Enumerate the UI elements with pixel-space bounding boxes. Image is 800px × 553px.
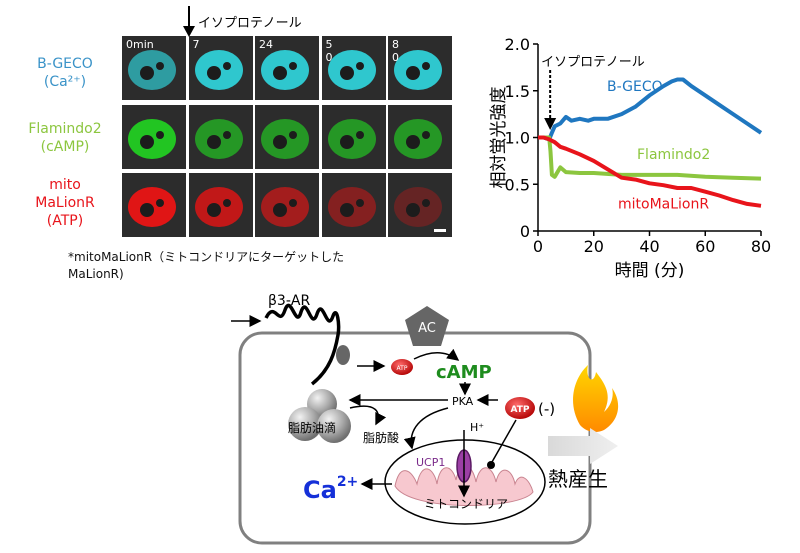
ac-pentagon [405,306,449,346]
x-tick-label: 60 [695,237,715,256]
micrograph-tile: 0min [122,36,186,100]
ucp1-label: UCP1 [416,456,445,469]
mechanism-diagram: β3-AR AC ATP cAMP PKA 脂肪油滴 脂肪酸 ミトコンドリア U… [231,293,619,545]
micrograph-tile [388,105,452,169]
atp-mito-label: ATP [510,405,529,415]
timepoint-label: 5 0 [325,38,333,64]
x-tick-label: 80 [751,237,771,256]
fatty-acid-label: 脂肪酸 [363,430,399,445]
micrograph-grid: 0min 7 24 5 0 8 0 [122,36,452,242]
x-tick-label: 20 [584,237,604,256]
y-tick-label: 1.0 [505,129,530,148]
micrograph-tile: 7 [188,36,253,100]
annotation-label: イソプロテノール [541,55,645,70]
beta3-receptor-icon [231,303,350,386]
ca-label: Ca2+ [303,474,358,504]
fat-droplet-label: 脂肪油滴 [288,420,336,435]
atp-mito [505,397,535,419]
footnote: *mitoMaLionR（ミトコンドリアにターゲットした MaLionR) [68,250,345,281]
timepoint-label: 0min [126,38,154,51]
micrograph-tile [321,105,386,169]
series-line-1 [538,135,762,181]
x-tick-label: 0 [533,237,543,256]
fat-droplet-icon [288,389,351,443]
micrograph-tile [188,173,253,237]
micrograph-tile [188,105,253,169]
receptor-label: β3-AR [268,293,310,309]
heat-arrow [548,428,618,464]
series-label: mitoMaLionR [618,197,709,213]
series-line-0 [538,77,763,142]
x-tick-label: 40 [639,237,659,256]
mitochondria-label: ミトコンドリア [424,497,508,511]
series-label: Flamindo2 [637,147,710,163]
down-arrow-icon [183,6,195,37]
heat-label: 熱産生 [548,467,608,491]
y-tick-label: 1.5 [505,82,530,101]
micrograph-tile [122,105,186,169]
micrograph-tile [255,173,319,237]
micrograph-tile [255,105,319,169]
scale-bar [434,229,446,232]
timepoint-label: 7 [192,38,200,51]
atp-small-label: ATP [397,365,408,372]
isoproterenol-label: イソプロテノール [198,16,302,31]
micrograph-tile [122,173,186,237]
series-line-2 [538,135,762,208]
y-axis-label: 相対蛍光強度 [489,87,509,189]
isoproterenol-marker [182,4,196,42]
micrograph-tile: 5 0 [321,36,386,100]
micrograph-tile: 8 0 [388,36,452,100]
x-axis-label: 時間 (分) [615,261,685,281]
y-tick-label: 2.0 [505,35,530,54]
row-label-bgeco: B-GECO (Ca²⁺) [37,56,93,90]
flame-icon [573,365,619,433]
annotation-arrowhead [544,118,557,130]
atp-small [391,359,413,375]
ac-label: AC [418,321,436,336]
h-plus-label: H⁺ [470,421,484,434]
micrograph-tile [321,173,386,237]
y-tick-label: 0 [520,222,530,241]
row-label-flamindo: Flamindo2 (cAMP) [28,121,102,155]
micrograph-tile [388,173,452,237]
line-chart: 0 0.5 1.0 1.5 2.0 0 20 40 60 80 時間 (分) 相対蛍光強度 B-GECO… [489,35,771,281]
pka-label: PKA [452,395,474,408]
series-label: B-GECO [607,79,663,95]
timepoint-label: 8 0 [392,38,399,64]
y-tick-label: 0.5 [505,175,530,194]
micrograph-tile: 24 [255,36,319,100]
row-label-malion: mito MaLionR (ATP) [35,177,95,229]
atp-inhibit-label: (-) [538,400,555,418]
timepoint-label: 24 [259,38,273,51]
camp-label: cAMP [436,362,492,383]
